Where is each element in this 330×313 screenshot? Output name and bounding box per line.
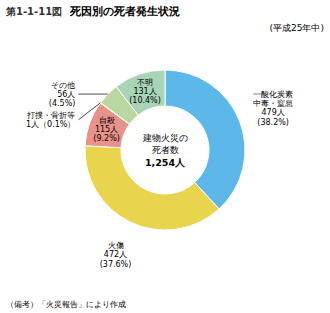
slice <box>116 70 165 115</box>
slice-label: その他 <box>51 80 75 89</box>
slice-label-line: 火傷 <box>107 241 123 250</box>
plot-area <box>85 70 245 230</box>
percentage-label: (10.4%) <box>129 96 161 105</box>
percentage-label: (37.6%) <box>100 260 132 269</box>
slice-label: 打撲・骨折等 <box>26 111 75 120</box>
subtitle: (平成25年中) <box>270 23 324 33</box>
slice-label-line: 打撲・骨折等 <box>26 111 75 120</box>
center-text: 建物火災の <box>142 133 188 143</box>
leader-line <box>78 94 107 95</box>
center-text: 1,254人 <box>145 157 186 168</box>
value-label: 56人 <box>57 90 75 99</box>
title: 死因別の死者発生状況 <box>69 5 180 18</box>
percentage-label: (38.2%) <box>257 118 289 127</box>
center-text: 死者数 <box>152 145 179 155</box>
slice-label-line: 一酸化炭素 <box>253 89 293 98</box>
chart-svg: 第1-1-11図死因別の死者発生状況 (平成25年中) （備考）「火災報告」により作… <box>0 0 330 313</box>
title-prefix: 第1-1-11図 <box>5 6 62 17</box>
value-label: 131人 <box>133 87 156 96</box>
slice-label: 自殺 <box>99 115 115 124</box>
footer: （備考）「火災報告」により作成 <box>6 300 126 309</box>
value-label: 472人 <box>104 250 127 259</box>
percentage-label: (9.2%) <box>93 134 120 143</box>
leader-line <box>78 103 100 120</box>
percentage-label: （0.1%） <box>39 120 75 129</box>
percentage-label: (4.5%) <box>49 99 76 108</box>
slice-label: 不明 <box>137 77 153 86</box>
chart-container: 第1-1-11図死因別の死者発生状況 (平成25年中) （備考）「火災報告」により作… <box>0 0 330 313</box>
slice-label-line: 自殺 <box>99 115 115 124</box>
slice <box>85 146 219 230</box>
value-label: 115人 <box>95 125 118 134</box>
slice-label: 火傷 <box>107 241 123 250</box>
slice-label-line: 不明 <box>137 77 153 86</box>
value-label: 479人 <box>261 108 284 117</box>
labels: 建物火災の死者数 1,254人 一酸化炭素中毒・窒息479人(38.2%) 火傷472… <box>26 77 293 269</box>
slice-label-line: その他 <box>51 80 75 89</box>
value-label: 1人 <box>26 120 39 129</box>
slices <box>85 70 245 230</box>
slice-label-line: 中毒・窒息 <box>253 99 293 108</box>
slice-label: 一酸化炭素中毒・窒息 <box>253 89 293 108</box>
